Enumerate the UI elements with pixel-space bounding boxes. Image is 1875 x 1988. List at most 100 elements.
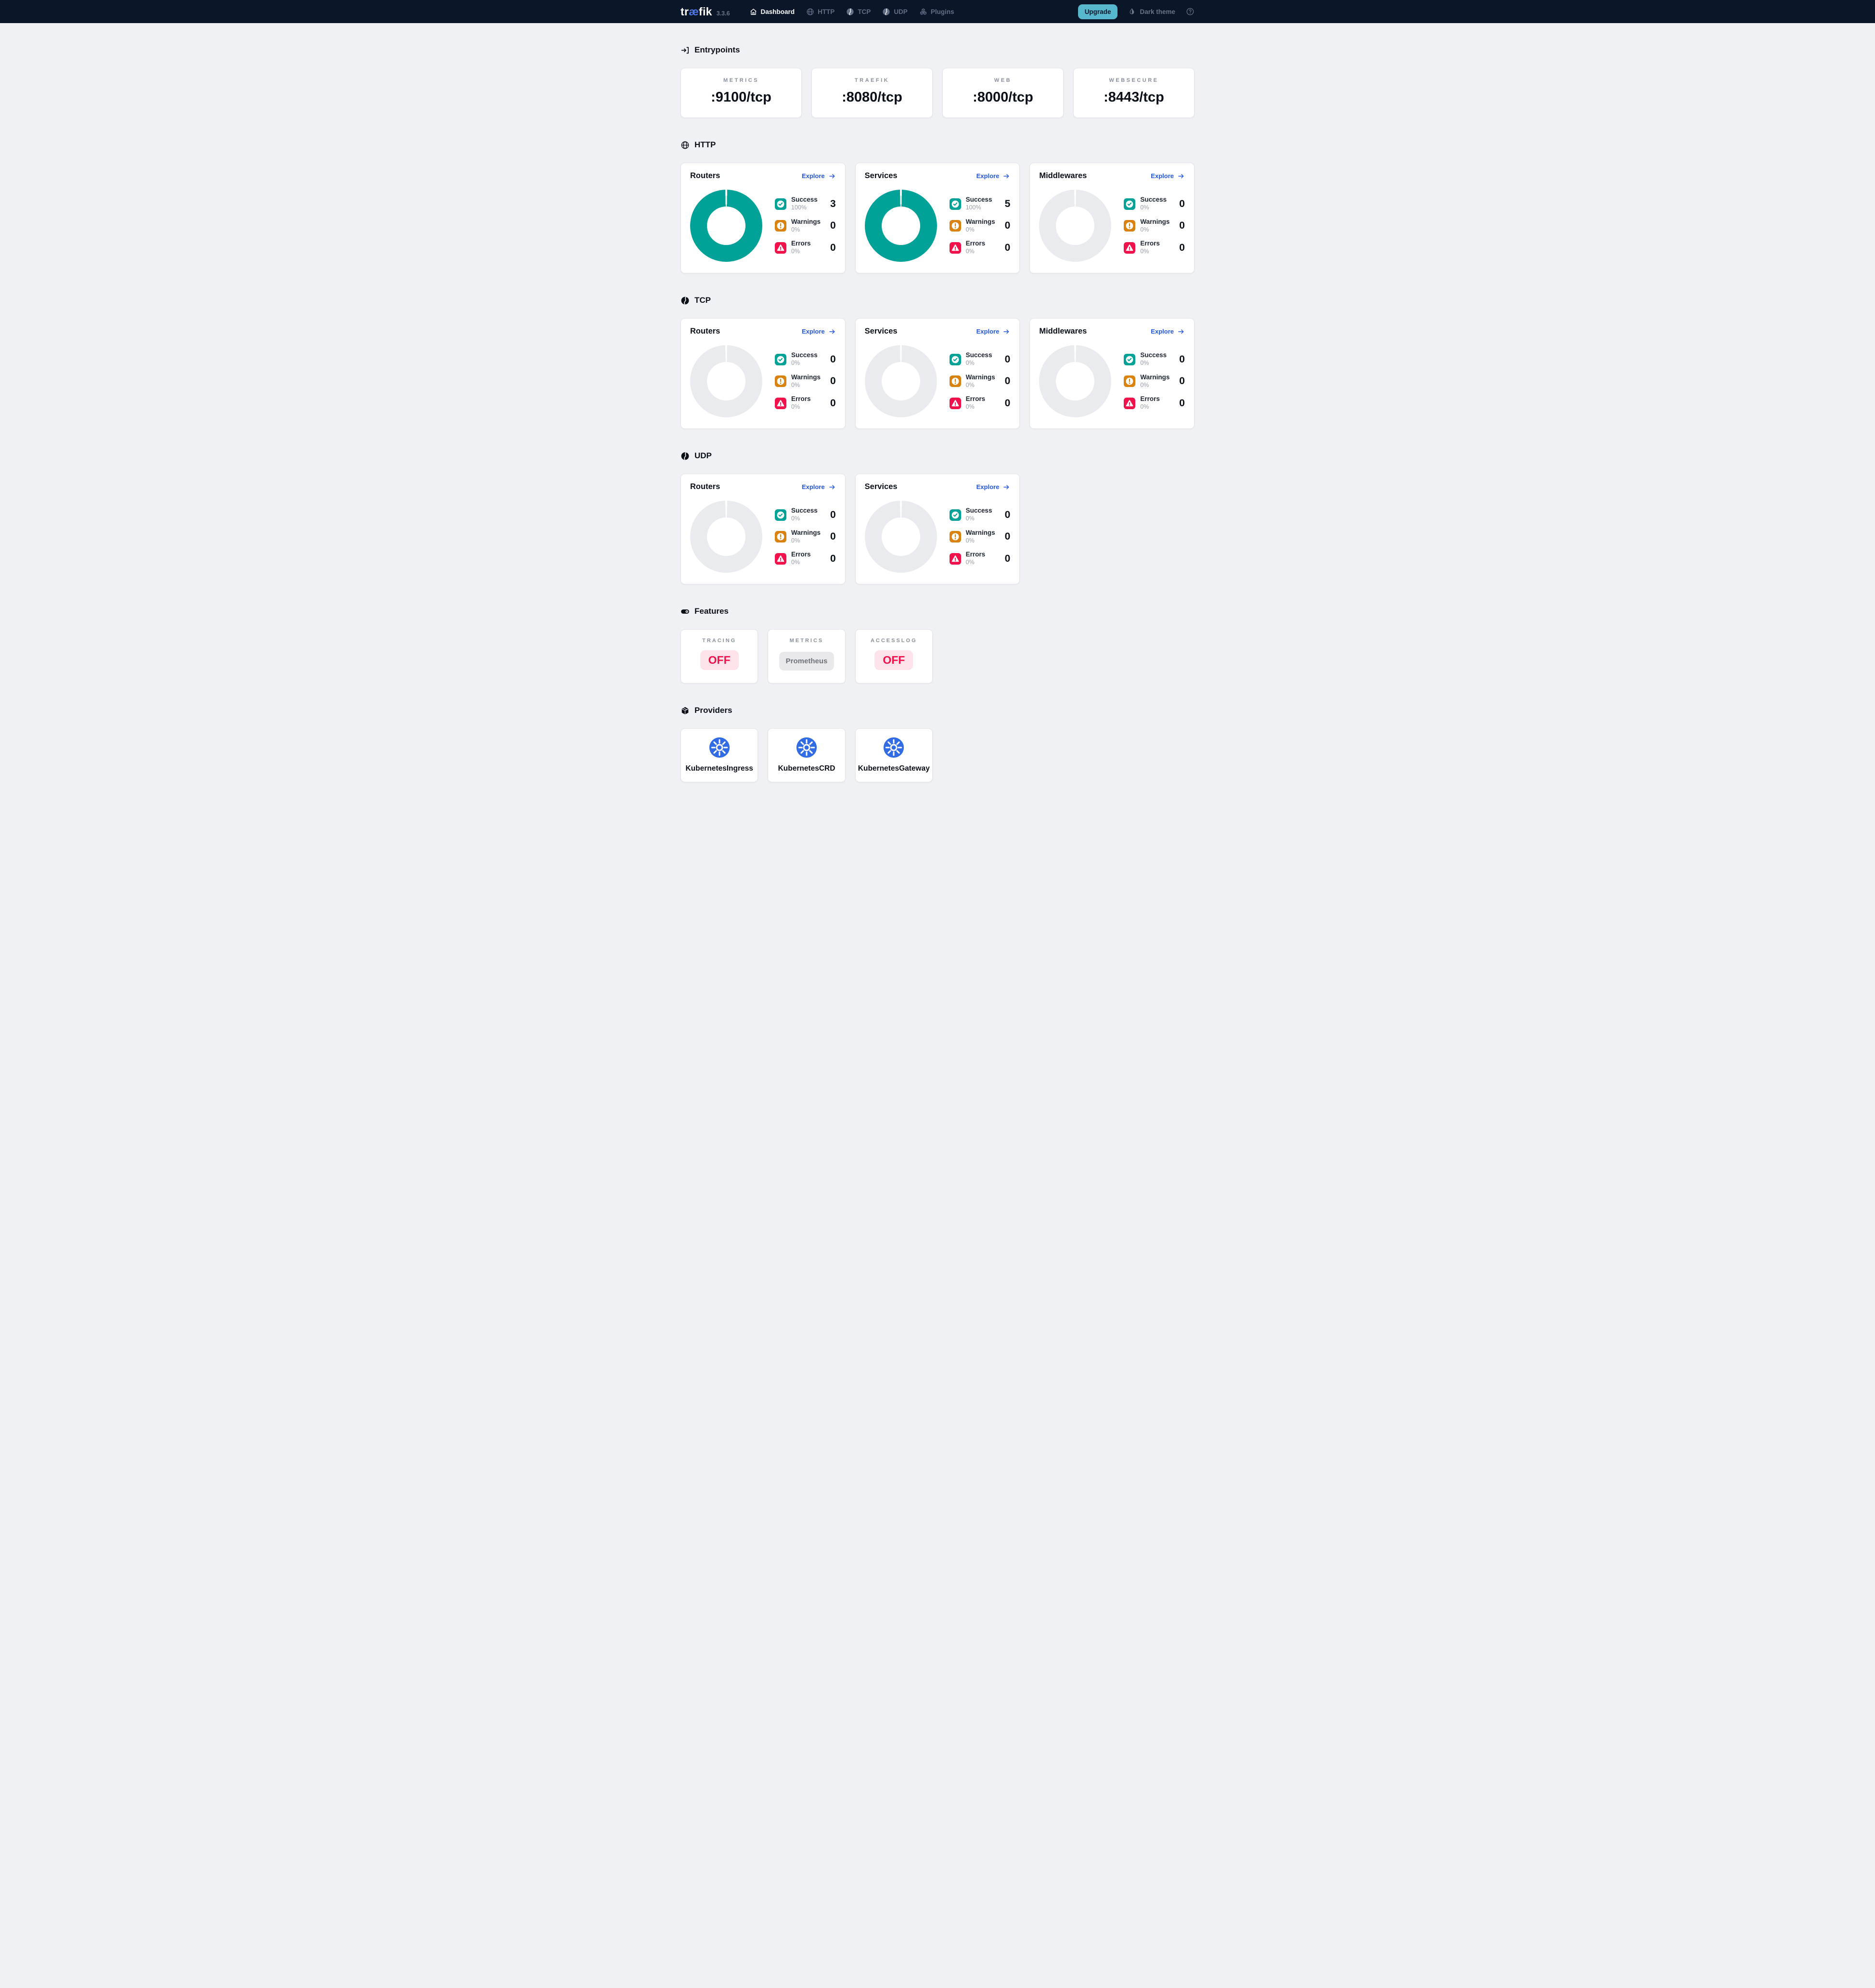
globe-icon (806, 8, 814, 16)
tcp-section-header: TCP (681, 296, 1194, 305)
stat-row-warnings: Warnings 0% 0 (950, 218, 1011, 234)
explore-link[interactable]: Explore (802, 328, 836, 336)
arrow-right-icon (828, 328, 836, 336)
nav-udp[interactable]: UDP (882, 8, 908, 16)
stat-value: 0 (830, 353, 836, 365)
stat-row-success: Success 0% 0 (775, 507, 836, 523)
feature-label: ACCESSLOG (870, 638, 917, 644)
globe-icon (681, 141, 690, 150)
stat-value: 0 (1004, 509, 1011, 520)
card-title: Middlewares (1039, 327, 1087, 336)
home-icon (749, 8, 758, 16)
stat-row-success: Success 100% 3 (775, 196, 836, 212)
provider-name: KubernetesCRD (778, 764, 835, 773)
stat-row-success: Success 0% 0 (950, 507, 1011, 523)
kubernetes-icon (708, 736, 731, 759)
entrypoints-icon (681, 46, 690, 55)
stat-row-errors: Errors 0% 0 (775, 240, 836, 256)
feature-label: TRACING (702, 638, 737, 644)
card-title: Routers (690, 327, 720, 336)
http-services-card: Services Explore Success 100% 5 Warnings 0… (855, 163, 1020, 273)
top-navbar: træfik 3.3.6 Dashboard HTTP TCP UDP Plug… (0, 0, 1875, 23)
upgrade-button[interactable]: Upgrade (1078, 4, 1118, 19)
entrypoint-card-traefik: TRAEFIK :8080/tcp (811, 68, 933, 118)
donut-chart (864, 345, 937, 417)
nav-plugins[interactable]: Plugins (919, 8, 954, 16)
dark-theme-label: Dark theme (1140, 8, 1175, 15)
arrow-right-icon (828, 483, 836, 491)
stat-value: 0 (830, 375, 836, 387)
section-title: UDP (694, 451, 712, 460)
error-icon (950, 398, 961, 409)
version-label: 3.3.6 (716, 10, 730, 17)
stat-value: 0 (1179, 353, 1185, 365)
section-title: Entrypoints (694, 45, 740, 54)
pipe-icon (882, 8, 890, 16)
udp-routers-card: Routers Explore Success 0% 0 Warnings 0% 0 (681, 474, 846, 584)
stat-value: 0 (1004, 353, 1011, 365)
stat-row-warnings: Warnings 0% 0 (950, 374, 1010, 389)
question-icon (1186, 7, 1194, 16)
toggle-icon (681, 607, 690, 616)
success-icon (775, 198, 786, 210)
stat-row-warnings: Warnings 0% 0 (1124, 218, 1185, 234)
feature-label: METRICS (789, 638, 824, 644)
error-icon (1124, 398, 1135, 409)
error-icon (775, 242, 786, 254)
explore-link[interactable]: Explore (976, 328, 1011, 336)
section-title: Providers (694, 706, 732, 715)
nav-http[interactable]: HTTP (806, 8, 835, 16)
explore-link[interactable]: Explore (1151, 172, 1185, 180)
nav-dashboard[interactable]: Dashboard (749, 8, 795, 16)
entrypoints-section-header: Entrypoints (681, 45, 1194, 55)
success-icon (1124, 354, 1135, 365)
stat-row-errors: Errors 0% 0 (1124, 240, 1185, 256)
udp-services-card: Services Explore Success 0% 0 Warnings 0% … (855, 474, 1020, 584)
kubernetes-icon (883, 736, 905, 759)
warning-icon (1124, 220, 1135, 232)
card-title: Middlewares (1039, 171, 1087, 180)
error-icon (1124, 242, 1135, 254)
explore-link[interactable]: Explore (802, 483, 836, 491)
stat-value: 0 (1004, 220, 1011, 231)
donut-chart (1039, 345, 1112, 417)
explore-link[interactable]: Explore (976, 172, 1011, 180)
section-title: Features (694, 607, 729, 616)
dark-theme-toggle[interactable]: Dark theme (1128, 8, 1175, 15)
donut-chart (1039, 190, 1112, 262)
warning-icon (775, 375, 786, 387)
warning-icon (950, 531, 961, 542)
stat-row-errors: Errors 0% 0 (950, 551, 1010, 567)
providers-section-header: Providers (681, 706, 1194, 715)
explore-link[interactable]: Explore (1151, 328, 1185, 336)
explore-link[interactable]: Explore (802, 172, 836, 180)
stat-row-success: Success 0% 0 (950, 351, 1011, 367)
stat-row-warnings: Warnings 0% 0 (950, 529, 1010, 545)
help-button[interactable] (1186, 7, 1194, 16)
http-section-header: HTTP (681, 140, 1194, 150)
stat-row-errors: Errors 0% 0 (775, 395, 836, 411)
stat-value: 3 (830, 198, 836, 209)
stat-row-success: Success 0% 0 (1124, 351, 1185, 367)
entrypoint-label: TRAEFIK (854, 77, 890, 83)
feature-status-badge: OFF (874, 650, 913, 670)
logo-text: træfik (681, 5, 712, 18)
entrypoint-value: :8443/tcp (1104, 90, 1164, 105)
stat-row-errors: Errors 0% 0 (775, 551, 836, 567)
package-icon (681, 706, 690, 715)
traefik-logo[interactable]: træfik 3.3.6 (681, 5, 730, 18)
stat-row-success: Success 0% 0 (775, 351, 836, 367)
cubes-icon (919, 8, 927, 16)
warning-icon (775, 220, 786, 232)
entrypoint-card-web: WEB :8000/tcp (942, 68, 1064, 118)
pipe-icon (681, 296, 690, 305)
stat-value: 0 (830, 220, 836, 231)
error-icon (775, 398, 786, 409)
pipe-icon (681, 452, 690, 461)
nav-tcp[interactable]: TCP (846, 8, 871, 16)
entrypoint-value: :9100/tcp (711, 90, 771, 105)
explore-link[interactable]: Explore (976, 483, 1011, 491)
stat-row-errors: Errors 0% 0 (950, 240, 1010, 256)
donut-chart (690, 345, 762, 417)
donut-chart (864, 501, 937, 573)
